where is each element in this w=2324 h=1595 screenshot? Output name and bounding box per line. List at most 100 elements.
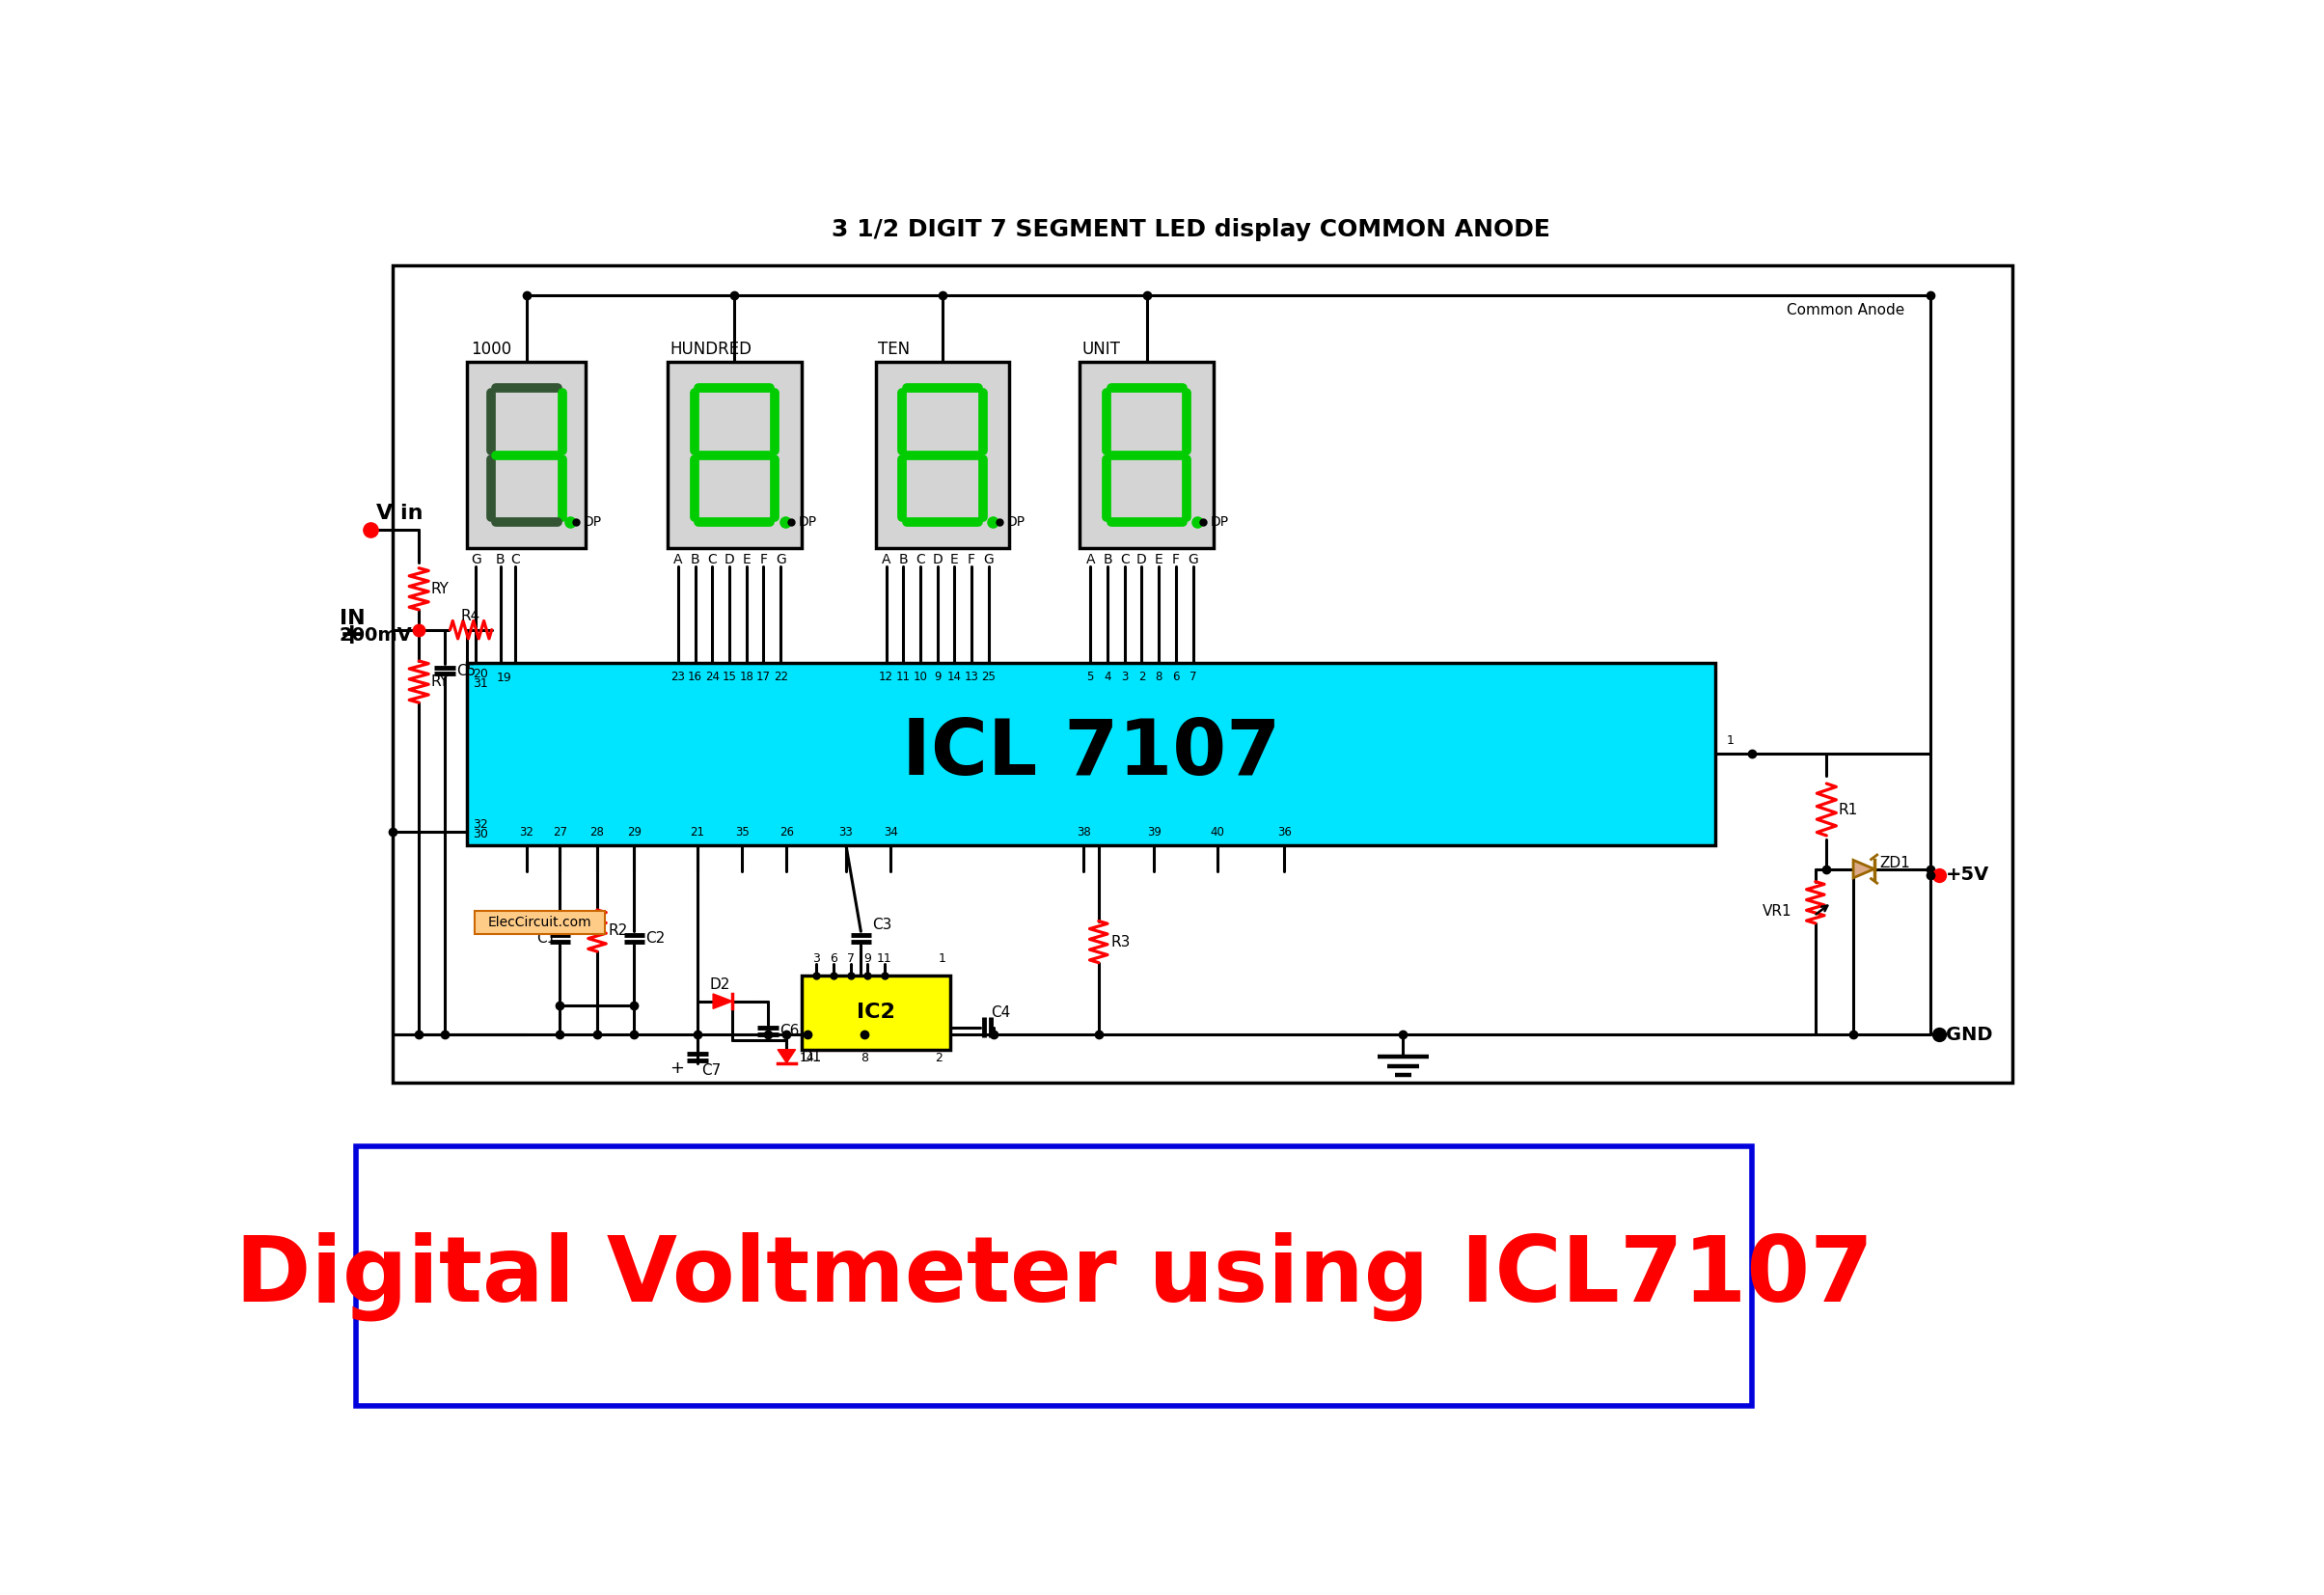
Text: 9: 9 — [865, 952, 872, 965]
Text: RY: RY — [430, 582, 449, 597]
Text: 34: 34 — [883, 826, 897, 837]
Text: B: B — [899, 552, 909, 566]
Text: F: F — [760, 552, 767, 566]
Text: R4: R4 — [460, 609, 481, 624]
Text: E: E — [951, 552, 960, 566]
Text: 2: 2 — [1139, 670, 1146, 683]
Text: UNIT: UNIT — [1083, 340, 1120, 357]
Text: 8: 8 — [860, 1053, 869, 1065]
Text: IN: IN — [339, 609, 365, 628]
Text: 2: 2 — [934, 1053, 944, 1065]
Text: DP: DP — [799, 515, 818, 530]
Text: C3: C3 — [872, 917, 892, 931]
Text: A: A — [881, 552, 890, 566]
Bar — [393, 266, 2013, 1083]
Text: 35: 35 — [734, 826, 748, 837]
Text: 32: 32 — [518, 826, 535, 837]
Text: 14: 14 — [948, 670, 962, 683]
Text: 15: 15 — [723, 670, 737, 683]
Text: RY: RY — [430, 675, 449, 689]
Text: +5V: +5V — [1945, 866, 1989, 884]
Bar — [474, 911, 604, 935]
Text: B: B — [690, 552, 700, 566]
Text: Common Anode: Common Anode — [1787, 303, 1906, 317]
Text: VR1: VR1 — [1762, 904, 1792, 919]
Bar — [667, 362, 802, 549]
Text: G: G — [776, 552, 786, 566]
Text: 3 1/2 DIGIT 7 SEGMENT LED display COMMON ANODE: 3 1/2 DIGIT 7 SEGMENT LED display COMMON… — [832, 219, 1550, 241]
Text: F: F — [967, 552, 976, 566]
Text: DP: DP — [1211, 515, 1229, 530]
Text: F: F — [1171, 552, 1181, 566]
Bar — [876, 362, 1009, 549]
Text: ElecCircuit.com: ElecCircuit.com — [488, 916, 590, 930]
Text: G: G — [472, 552, 481, 566]
Bar — [802, 975, 951, 1050]
Text: TEN: TEN — [878, 340, 911, 357]
Text: 31: 31 — [474, 678, 488, 691]
Text: 11: 11 — [876, 952, 892, 965]
Text: C4: C4 — [990, 1005, 1011, 1019]
Text: C5: C5 — [458, 664, 476, 678]
Text: 1: 1 — [939, 952, 946, 965]
Polygon shape — [779, 1050, 795, 1062]
Text: 20: 20 — [472, 668, 488, 681]
Bar — [467, 362, 586, 549]
Text: DP: DP — [583, 515, 602, 530]
Text: G: G — [983, 552, 995, 566]
Text: 24: 24 — [704, 670, 720, 683]
Text: +: + — [339, 622, 365, 649]
Text: 3: 3 — [813, 952, 820, 965]
Text: 28: 28 — [590, 826, 604, 837]
Text: 23: 23 — [672, 670, 686, 683]
Text: R3: R3 — [1111, 935, 1129, 949]
Text: R1: R1 — [1838, 802, 1857, 817]
Text: A: A — [1085, 552, 1095, 566]
Text: 17: 17 — [755, 670, 772, 683]
Text: G: G — [1188, 552, 1199, 566]
Text: 6: 6 — [1171, 670, 1181, 683]
Text: ZD1: ZD1 — [1880, 857, 1910, 871]
Text: 12: 12 — [878, 670, 892, 683]
Text: D: D — [932, 552, 944, 566]
Text: 14: 14 — [799, 1053, 816, 1065]
Text: 19: 19 — [497, 671, 511, 684]
Text: C2: C2 — [646, 931, 665, 946]
Text: C1: C1 — [537, 931, 555, 946]
Text: 13: 13 — [964, 670, 978, 683]
Text: 5: 5 — [1088, 670, 1095, 683]
Text: D: D — [1136, 552, 1146, 566]
Text: 1000: 1000 — [472, 340, 511, 357]
Text: 22: 22 — [774, 670, 788, 683]
Text: D: D — [725, 552, 734, 566]
Text: 10: 10 — [913, 670, 927, 683]
Text: 9: 9 — [934, 670, 941, 683]
Text: C: C — [916, 552, 925, 566]
Text: GND: GND — [1945, 1026, 1992, 1043]
Text: +: + — [669, 1059, 683, 1077]
Text: C7: C7 — [702, 1064, 720, 1078]
Bar — [1081, 362, 1213, 549]
Text: D1: D1 — [802, 1050, 823, 1064]
Text: R2: R2 — [609, 924, 627, 938]
Text: C: C — [706, 552, 718, 566]
Text: E: E — [741, 552, 751, 566]
Polygon shape — [713, 994, 732, 1008]
Text: 4: 4 — [1104, 670, 1111, 683]
Bar — [467, 664, 1715, 845]
Text: V in: V in — [376, 504, 423, 523]
Bar — [356, 1147, 1752, 1407]
Text: D2: D2 — [709, 978, 730, 992]
Text: 39: 39 — [1148, 826, 1162, 837]
Text: 29: 29 — [627, 826, 641, 837]
Text: 16: 16 — [688, 670, 702, 683]
Text: 33: 33 — [839, 826, 853, 837]
Text: 30: 30 — [472, 828, 488, 841]
Text: B: B — [495, 552, 504, 566]
Text: C6: C6 — [779, 1024, 799, 1038]
Text: 200mV: 200mV — [339, 627, 411, 644]
Text: B: B — [1104, 552, 1113, 566]
Text: 32: 32 — [474, 818, 488, 831]
Text: IC2: IC2 — [858, 1003, 895, 1022]
Text: 18: 18 — [739, 670, 753, 683]
